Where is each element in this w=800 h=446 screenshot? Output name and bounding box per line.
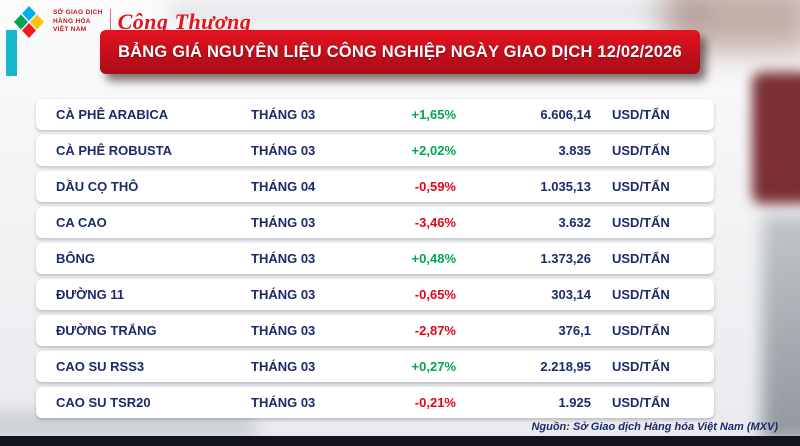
commodity-name: BÔNG bbox=[56, 251, 95, 266]
price-unit: USD/TẤN bbox=[612, 359, 670, 374]
change-percent: -3,46% bbox=[414, 215, 456, 230]
brand-divider bbox=[109, 9, 111, 35]
price-unit: USD/TẤN bbox=[612, 251, 670, 266]
contract-month: THÁNG 03 bbox=[251, 251, 316, 266]
background-photo-fragment bbox=[762, 214, 800, 440]
change-percent: +1,65% bbox=[411, 107, 456, 122]
source-attribution: Nguồn: Sở Giao dịch Hàng hóa Việt Nam (M… bbox=[531, 421, 778, 433]
change-percent: -0,21% bbox=[414, 395, 456, 410]
price-value: 2.218,95 bbox=[540, 359, 591, 374]
table-row: ĐƯỜNG 11 THÁNG 03 -0,65% 303,14 USD/TẤN bbox=[36, 279, 714, 310]
price-value: 3.835 bbox=[558, 143, 591, 158]
commodity-name: CÀ PHÊ ROBUSTA bbox=[56, 143, 173, 158]
contract-month: THÁNG 03 bbox=[251, 287, 316, 302]
table-row: CAO SU TSR20 THÁNG 03 -0,21% 1.925 USD/T… bbox=[36, 387, 714, 418]
bottom-strip bbox=[0, 436, 800, 446]
commodity-name: CAO SU RSS3 bbox=[56, 359, 145, 374]
table-row: CA CAO THÁNG 03 -3,46% 3.632 USD/TẤN bbox=[36, 207, 714, 238]
change-percent: +0,27% bbox=[411, 359, 456, 374]
contract-month: THÁNG 03 bbox=[251, 395, 316, 410]
change-percent: -0,65% bbox=[414, 287, 456, 302]
price-unit: USD/TẤN bbox=[612, 179, 670, 194]
commodity-name: ĐƯỜNG 11 bbox=[56, 287, 125, 302]
commodity-name: DẦU CỌ THÔ bbox=[56, 179, 139, 194]
price-value: 376,1 bbox=[558, 323, 591, 338]
commodity-name: CA CAO bbox=[56, 215, 107, 230]
table-row: ĐƯỜNG TRẮNG THÁNG 03 -2,87% 376,1 USD/TẤ… bbox=[36, 315, 714, 346]
mxv-logo-text: SỞ GIAO DỊCH HÀNG HÓA VIỆT NAM bbox=[53, 9, 103, 34]
price-unit: USD/TẤN bbox=[612, 287, 670, 302]
contract-month: THÁNG 03 bbox=[251, 107, 316, 122]
price-unit: USD/TẤN bbox=[612, 107, 670, 122]
contract-month: THÁNG 03 bbox=[251, 215, 316, 230]
cong-thuong-logo: Công Thương bbox=[117, 9, 252, 34]
contract-month: THÁNG 03 bbox=[251, 359, 316, 374]
price-value: 6.606,14 bbox=[540, 107, 591, 122]
table-row: BÔNG THÁNG 03 +0,48% 1.373,26 USD/TẤN bbox=[36, 243, 714, 274]
contract-month: THÁNG 03 bbox=[251, 143, 316, 158]
price-value: 1.035,13 bbox=[540, 179, 591, 194]
teal-accent-bar bbox=[6, 30, 17, 76]
price-unit: USD/TẤN bbox=[612, 143, 670, 158]
change-percent: +0,48% bbox=[411, 251, 456, 266]
change-percent: -2,87% bbox=[414, 323, 456, 338]
price-unit: USD/TẤN bbox=[612, 395, 670, 410]
price-value: 1.925 bbox=[558, 395, 591, 410]
price-value: 1.373,26 bbox=[540, 251, 591, 266]
background-photo-fragment bbox=[752, 72, 800, 204]
table-row: CÀ PHÊ ROBUSTA THÁNG 03 +2,02% 3.835 USD… bbox=[36, 135, 714, 166]
change-percent: -0,59% bbox=[414, 179, 456, 194]
table-row: CÀ PHÊ ARABICA THÁNG 03 +1,65% 6.606,14 … bbox=[36, 99, 714, 130]
commodity-name: CAO SU TSR20 bbox=[56, 395, 151, 410]
table-row: DẦU CỌ THÔ THÁNG 04 -0,59% 1.035,13 USD/… bbox=[36, 171, 714, 202]
price-unit: USD/TẤN bbox=[612, 215, 670, 230]
mxv-diamond-logo-icon bbox=[14, 6, 44, 38]
price-table-body: CÀ PHÊ ARABICA THÁNG 03 +1,65% 6.606,14 … bbox=[36, 99, 714, 418]
change-percent: +2,02% bbox=[411, 143, 456, 158]
commodity-name: CÀ PHÊ ARABICA bbox=[56, 107, 169, 122]
page-title: BẢNG GIÁ NGUYÊN LIỆU CÔNG NGHIỆP NGÀY GI… bbox=[100, 30, 700, 74]
table-row: CAO SU RSS3 THÁNG 03 +0,27% 2.218,95 USD… bbox=[36, 351, 714, 382]
price-value: 303,14 bbox=[551, 287, 591, 302]
price-value: 3.632 bbox=[558, 215, 591, 230]
brand-area: SỞ GIAO DỊCH HÀNG HÓA VIỆT NAM Công Thươ… bbox=[12, 5, 251, 39]
price-unit: USD/TẤN bbox=[612, 323, 670, 338]
contract-month: THÁNG 04 bbox=[251, 179, 316, 194]
contract-month: THÁNG 03 bbox=[251, 323, 316, 338]
commodity-name: ĐƯỜNG TRẮNG bbox=[56, 323, 157, 338]
